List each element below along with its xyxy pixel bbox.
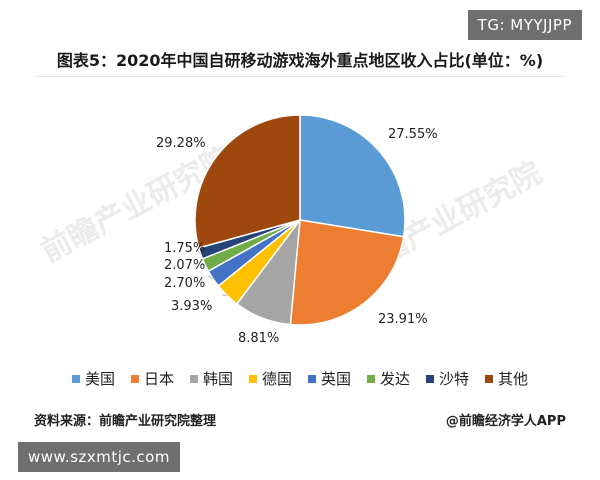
slice-label-3: 8.81% [238, 331, 279, 346]
leader-line-6 [201, 262, 206, 266]
slice-label-1: 27.55% [388, 127, 438, 142]
leader-line-7 [197, 250, 201, 254]
pie-labels: 27.55% 23.91% 8.81% 3.93% 2.70% 2.07% 1.75% 29.… [156, 127, 438, 346]
legend-label: 发达 [380, 370, 411, 388]
chart-legend: 美国 日本 韩国 德国 英国 发达 沙特 其他 [0, 368, 600, 389]
legend-swatch [308, 374, 316, 383]
legend-swatch [485, 374, 494, 383]
legend-label: 沙特 [439, 370, 470, 388]
slice-label-8: 29.28% [156, 136, 206, 151]
legend-item-7: 沙特 [426, 368, 469, 389]
legend-swatch [71, 374, 80, 383]
legend-label: 日本 [143, 370, 174, 388]
pie-slices [194, 114, 406, 326]
legend-swatch [367, 374, 376, 383]
slice-label-2: 23.91% [378, 312, 428, 327]
overlay-tag-bottom: www.szxmtjc.com [18, 442, 180, 472]
slice-label-4: 3.93% [171, 299, 212, 314]
legend-label: 其他 [498, 370, 529, 388]
slice-label-6: 2.07% [164, 258, 205, 273]
slice-label-7: 1.75% [164, 241, 205, 256]
legend-label: 韩国 [202, 370, 233, 388]
overlay-tag-top: TG: MYYJJPP [467, 10, 582, 40]
leader-line-5 [207, 275, 214, 280]
slice-label-5: 2.70% [164, 276, 205, 291]
legend-swatch [130, 374, 139, 383]
pie-chart: 27.55% 23.91% 8.81% 3.93% 2.70% 2.07% 1.75% 29.… [156, 114, 438, 346]
pie-slice-1 [299, 114, 406, 238]
brand-note: @前瞻经济学人APP [445, 414, 566, 429]
legend-swatch [426, 374, 435, 383]
pie-slice-8 [194, 114, 301, 249]
legend-item-1: 美国 [71, 368, 115, 389]
legend-swatch [189, 374, 198, 383]
legend-item-3: 韩国 [189, 368, 233, 389]
legend-item-2: 日本 [130, 368, 174, 389]
legend-label: 德国 [261, 370, 292, 388]
source-note: 资料来源：前瞻产业研究院整理 [34, 414, 217, 429]
legend-label: 美国 [84, 370, 115, 388]
legend-item-6: 发达 [367, 368, 410, 389]
chart-title: 图表5：2020年中国自研移动游戏海外重点地区收入占比(单位：%) [56, 51, 544, 70]
legend-label: 英国 [321, 370, 352, 388]
legend-item-4: 德国 [248, 368, 292, 389]
legend-item-8: 其他 [485, 368, 528, 389]
legend-item-5: 英国 [308, 368, 351, 389]
pie-slice-2 [289, 219, 405, 326]
title-divider [36, 76, 564, 77]
legend-swatch [248, 374, 257, 383]
